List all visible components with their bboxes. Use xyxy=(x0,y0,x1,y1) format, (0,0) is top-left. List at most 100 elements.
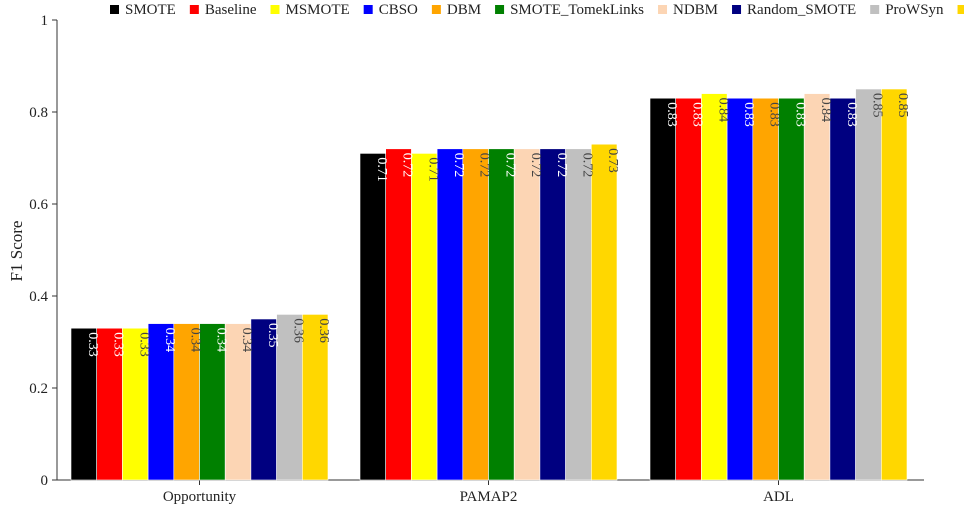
bar-value-label: 0.84 xyxy=(818,98,833,123)
legend-swatch xyxy=(495,5,505,14)
bar-dbm-opportunity xyxy=(173,323,200,481)
bar-ndbm-pamap2 xyxy=(513,148,541,481)
legend-swatch xyxy=(363,5,373,14)
bar-value-label: 0.72 xyxy=(579,153,594,178)
bar-smote-adl xyxy=(649,97,677,481)
bar-dbm-adl xyxy=(752,97,779,481)
bar-value-label: 0.34 xyxy=(162,328,177,353)
legend-item-smote[interactable]: SMOTE xyxy=(110,2,176,18)
bar-value-label: 0.72 xyxy=(554,153,569,178)
legend-item-ndbm[interactable]: NDBM xyxy=(658,2,718,18)
legend-swatch xyxy=(431,5,441,14)
bar-value-label: 0.36 xyxy=(316,318,331,343)
bar-baseline-opportunity xyxy=(96,327,123,481)
legend-swatch xyxy=(270,5,280,14)
bar-msmote-pamap2 xyxy=(411,153,438,481)
bar-value-label: 0.85 xyxy=(895,93,910,118)
legend-swatch xyxy=(189,5,199,14)
bar-cbm-pamap2 xyxy=(590,143,618,481)
legend-item-prowsyn[interactable]: ProWSyn xyxy=(870,2,944,18)
legend-swatch xyxy=(957,5,964,14)
bar-value-label: 0.72 xyxy=(528,153,543,178)
x-tick-label: Opportunity xyxy=(163,489,237,505)
legend-item-dbm[interactable]: DBM xyxy=(431,2,481,18)
bar-value-label: 0.73 xyxy=(605,148,620,173)
bar-cbm-adl xyxy=(880,88,908,481)
bar-value-label: 0.33 xyxy=(85,332,100,357)
legend-item-msmote[interactable]: MSMOTE xyxy=(270,2,350,18)
legend-label: ProWSyn xyxy=(885,2,944,18)
legend-swatch xyxy=(110,5,119,14)
bar-value-label: 0.72 xyxy=(451,153,466,178)
x-tick-label: ADL xyxy=(763,489,794,505)
bar-value-label: 0.72 xyxy=(502,153,517,177)
legend-item-smote-tomeklinks[interactable]: SMOTE_TomekLinks xyxy=(495,2,644,18)
legend-label: MSMOTE xyxy=(286,2,350,18)
bar-smote-tomeklinks-pamap2 xyxy=(488,148,515,481)
bar-value-label: 0.83 xyxy=(690,102,705,127)
bars xyxy=(70,88,908,481)
bar-random-smote-adl xyxy=(829,97,856,481)
legend-swatch xyxy=(870,5,880,14)
y-tick-label: 1 xyxy=(41,13,49,29)
bar-value-label: 0.83 xyxy=(664,102,679,127)
bar-value-label: 0.33 xyxy=(136,332,151,357)
bar-cbso-pamap2 xyxy=(436,148,464,481)
legend: SMOTE Baseline MSMOTE CBSO DBM SMOTE_TomekLin… xyxy=(110,2,964,18)
legend-swatch xyxy=(732,5,742,14)
bar-prowsyn-opportunity xyxy=(276,314,303,481)
y-tick-label: 0 xyxy=(41,473,49,489)
bar-value-label: 0.34 xyxy=(188,328,203,353)
bar-baseline-adl xyxy=(675,97,702,481)
legend-label: NDBM xyxy=(673,2,718,18)
bar-value-label: 0.34 xyxy=(213,328,228,353)
bar-value-label: 0.83 xyxy=(844,102,859,127)
bar-value-label: 0.72 xyxy=(477,153,492,178)
bar-baseline-pamap2 xyxy=(385,148,412,481)
y-tick-label: 0.4 xyxy=(29,289,48,305)
bar-value-label: 0.83 xyxy=(767,102,782,127)
bar-smote-opportunity xyxy=(70,327,98,481)
legend-item-baseline[interactable]: Baseline xyxy=(189,2,257,18)
legend-swatch xyxy=(658,5,668,14)
legend-label: SMOTE xyxy=(125,2,176,18)
bar-value-label: 0.36 xyxy=(290,318,305,343)
x-tick-label: PAMAP2 xyxy=(460,489,518,505)
bar-labels: 0.33 0.33 0.33 0.34 0.34 0.34 0.34 0.35 0.36 0.36… xyxy=(85,93,910,357)
legend-label: SMOTE_TomekLinks xyxy=(510,2,644,18)
bar-value-label: 0.71 xyxy=(425,157,440,182)
bar-random-smote-pamap2 xyxy=(539,148,566,481)
y-tick-label: 0.2 xyxy=(29,381,48,397)
bar-msmote-opportunity xyxy=(122,327,149,481)
bar-ndbm-opportunity xyxy=(224,323,252,481)
y-tick-label: 0.8 xyxy=(29,105,48,121)
bar-smote-tomeklinks-adl xyxy=(778,97,805,481)
bar-value-label: 0.35 xyxy=(265,323,280,348)
legend-item-cbm[interactable]: CBM xyxy=(957,2,964,18)
bar-prowsyn-pamap2 xyxy=(565,148,592,481)
legend-item-cbso[interactable]: CBSO xyxy=(363,2,418,18)
bar-smote-pamap2 xyxy=(359,153,387,481)
legend-item-random-smote[interactable]: Random_SMOTE xyxy=(732,2,856,18)
y-axis-title: F1 Score xyxy=(7,221,26,282)
bar-cbso-adl xyxy=(726,97,754,481)
bar-ndbm-adl xyxy=(803,93,831,481)
bar-msmote-adl xyxy=(701,93,728,481)
bar-prowsyn-adl xyxy=(855,88,882,481)
y-axis: F1 Score 0 0.2 0.4 0.6 0.8 1 xyxy=(7,13,58,489)
bar-value-label: 0.84 xyxy=(715,98,730,123)
bar-value-label: 0.33 xyxy=(111,332,126,357)
legend-label: Baseline xyxy=(205,2,257,18)
bar-cbm-opportunity xyxy=(301,314,329,481)
bar-dbm-pamap2 xyxy=(462,148,489,481)
legend-label: CBSO xyxy=(379,2,418,18)
y-tick-label: 0.6 xyxy=(29,197,48,213)
x-axis: Opportunity PAMAP2 ADL xyxy=(57,479,924,505)
legend-label: DBM xyxy=(447,2,481,18)
bar-value-label: 0.34 xyxy=(239,328,254,352)
bar-value-label: 0.71 xyxy=(374,157,389,182)
bar-smote-tomeklinks-opportunity xyxy=(199,323,226,481)
bar-value-label: 0.83 xyxy=(792,102,807,127)
